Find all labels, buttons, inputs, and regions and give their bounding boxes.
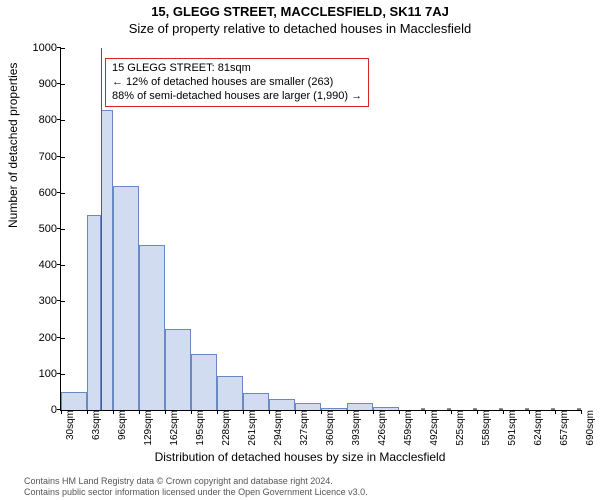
x-tick: 30sqm [61,410,76,440]
y-tick: 500 [25,223,61,235]
histogram-bar [347,403,373,410]
y-axis-label: Number of detached properties [6,63,20,228]
x-tick: 195sqm [191,410,206,446]
histogram-bar [373,407,399,410]
annotation-line: 88% of semi-detached houses are larger (… [112,90,362,104]
histogram-bar [217,376,243,410]
title-subtitle: Size of property relative to detached ho… [0,21,600,36]
x-tick: 393sqm [347,410,362,446]
annotation-line: 15 GLEGG STREET: 81sqm [112,62,362,76]
y-tick: 800 [25,114,61,126]
x-tick: 426sqm [373,410,388,446]
y-tick: 200 [25,332,61,344]
histogram-bar [295,403,321,410]
y-tick: 600 [25,187,61,199]
y-tick: 100 [25,368,61,380]
x-tick: 657sqm [555,410,570,446]
y-tick: 400 [25,259,61,271]
histogram-bar [321,408,347,410]
x-tick: 459sqm [399,410,414,446]
x-tick: 327sqm [295,410,310,446]
x-tick: 558sqm [477,410,492,446]
y-tick: 1000 [25,42,61,54]
annotation-box: 15 GLEGG STREET: 81sqm← 12% of detached … [105,58,369,107]
x-axis-label: Distribution of detached houses by size … [0,450,600,464]
histogram-bar [269,399,295,410]
title-address: 15, GLEGG STREET, MACCLESFIELD, SK11 7AJ [0,4,600,19]
x-tick: 294sqm [269,410,284,446]
y-tick: 0 [25,404,61,416]
property-marker-line [101,48,102,410]
y-tick: 900 [25,78,61,90]
histogram-bar [61,392,87,410]
x-tick: 690sqm [581,410,596,446]
x-tick: 525sqm [451,410,466,446]
x-tick: 162sqm [165,410,180,446]
x-tick: 591sqm [503,410,518,446]
y-tick: 300 [25,295,61,307]
y-tick: 700 [25,151,61,163]
x-tick: 261sqm [243,410,258,446]
x-tick: 63sqm [87,410,102,440]
plot-area: 0100200300400500600700800900100030sqm63s… [60,48,581,411]
histogram-bar [191,354,217,410]
histogram-bar [113,186,139,410]
x-tick: 360sqm [321,410,336,446]
chart-titles: 15, GLEGG STREET, MACCLESFIELD, SK11 7AJ… [0,4,600,36]
annotation-line: ← 12% of detached houses are smaller (26… [112,76,362,90]
histogram-bar [101,110,113,410]
footer-attribution: Contains HM Land Registry data © Crown c… [24,476,368,498]
histogram-bar [87,215,101,410]
histogram-bar [165,329,191,410]
x-tick: 624sqm [529,410,544,446]
x-tick: 492sqm [425,410,440,446]
footer-line1: Contains HM Land Registry data © Crown c… [24,476,368,487]
histogram-bar [139,245,165,410]
histogram-bar [243,393,269,410]
x-tick: 228sqm [217,410,232,446]
x-tick: 96sqm [113,410,128,440]
x-tick: 129sqm [139,410,154,446]
footer-line2: Contains public sector information licen… [24,487,368,498]
